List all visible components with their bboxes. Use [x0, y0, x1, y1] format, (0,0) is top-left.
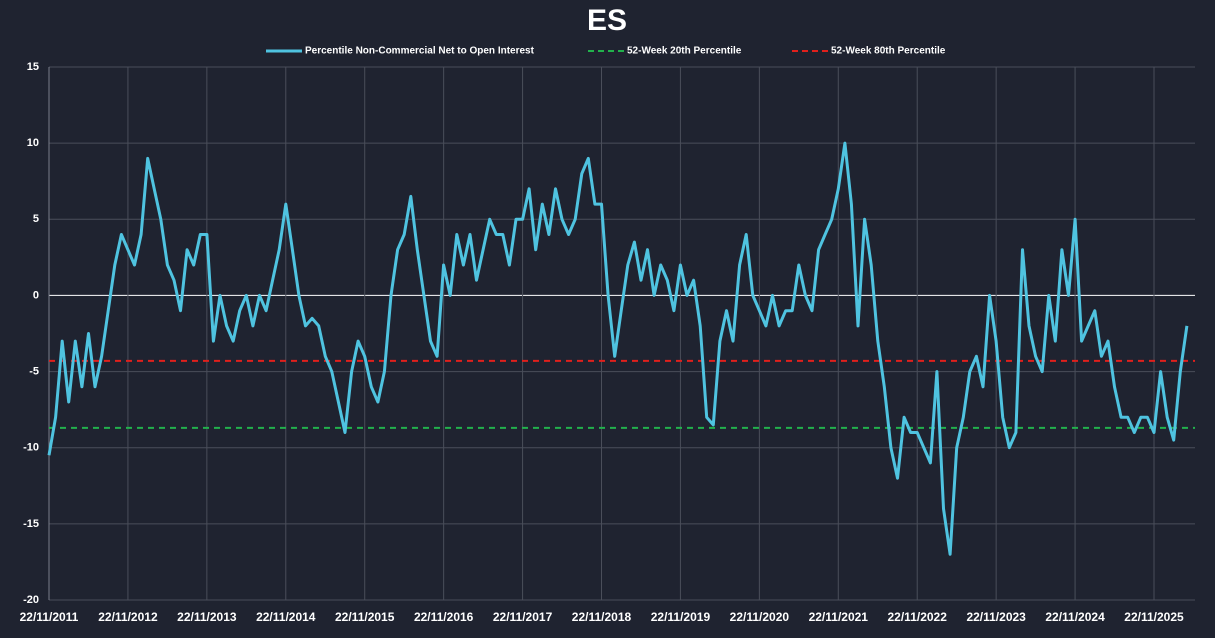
legend-label: Percentile Non-Commercial Net to Open In… [305, 46, 535, 57]
legend-label: 52-Week 80th Percentile [831, 46, 946, 57]
y-tick-label: -10 [23, 442, 39, 454]
x-tick-label: 22/11/2012 [98, 610, 158, 624]
x-tick-label: 22/11/2017 [493, 610, 553, 624]
chart-title: ES [587, 4, 627, 37]
x-tick-label: 22/11/2021 [809, 610, 869, 624]
y-tick-label: -15 [23, 518, 39, 530]
y-tick-label: -5 [29, 365, 39, 377]
x-tick-label: 22/11/2020 [730, 610, 790, 624]
y-tick-label: 10 [27, 137, 39, 149]
y-tick-label: 15 [27, 61, 39, 73]
y-tick-label: 5 [33, 213, 39, 225]
x-tick-label: 22/11/2025 [1124, 610, 1184, 624]
x-tick-label: 22/11/2019 [651, 610, 711, 624]
x-tick-label: 22/11/2011 [20, 610, 79, 624]
x-tick-label: 22/11/2015 [335, 610, 395, 624]
x-tick-label: 22/11/2018 [572, 610, 632, 624]
x-tick-label: 22/11/2016 [414, 610, 474, 624]
series-line [47, 141, 1189, 556]
x-tick-label: 22/11/2022 [888, 610, 948, 624]
x-tick-label: 22/11/2013 [177, 610, 237, 624]
y-tick-label: 0 [33, 289, 39, 301]
legend-label: 52-Week 20th Percentile [627, 46, 742, 57]
x-tick-label: 22/11/2023 [966, 610, 1026, 624]
y-tick-label: -20 [23, 594, 39, 606]
x-tick-label: 22/11/2024 [1045, 610, 1105, 624]
x-tick-label: 22/11/2014 [256, 610, 316, 624]
